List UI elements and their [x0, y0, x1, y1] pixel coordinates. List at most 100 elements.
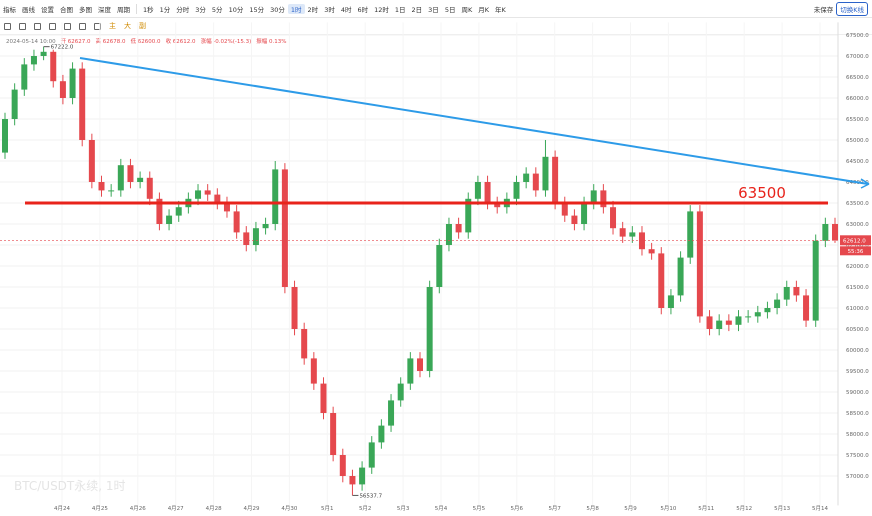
- candle-body: [658, 253, 665, 308]
- candle-body: [774, 299, 781, 308]
- tool-icon[interactable]: [19, 22, 26, 30]
- candle-body: [513, 182, 520, 199]
- interval-button[interactable]: 月K: [478, 5, 489, 14]
- x-tick-label: 4月25: [92, 505, 108, 512]
- tool-icon[interactable]: [79, 22, 86, 30]
- interval-button[interactable]: 1时: [287, 3, 305, 14]
- tool-icon[interactable]: [49, 22, 56, 30]
- toolbar-button[interactable]: 切换K线: [836, 1, 868, 16]
- menu-item[interactable]: 指标: [3, 5, 16, 14]
- tool-icon[interactable]: [4, 22, 11, 30]
- candle-body: [571, 215, 578, 224]
- interval-button[interactable]: 分时: [176, 5, 190, 14]
- interval-button[interactable]: 1秒: [143, 5, 154, 14]
- x-tick-label: 5月8: [586, 505, 599, 512]
- y-tick-label: 65000.0: [846, 138, 869, 144]
- candle-body: [359, 467, 366, 485]
- candle-body: [108, 190, 115, 192]
- y-tick-label: 66000.0: [846, 96, 869, 102]
- candle-body: [185, 198, 192, 208]
- candle-body: [754, 312, 761, 317]
- ohlc-info: 开 62627.0: [61, 38, 91, 45]
- interval-button[interactable]: 5日: [444, 5, 456, 14]
- candle-body: [40, 51, 47, 56]
- period-label[interactable]: 周期: [117, 5, 130, 14]
- menu-item[interactable]: 画线: [22, 5, 35, 14]
- candle-body: [455, 224, 462, 233]
- interval-button[interactable]: 周K: [461, 5, 473, 14]
- candle-body: [542, 156, 549, 191]
- candle-body: [793, 287, 800, 296]
- x-tick-label: 4月26: [130, 505, 146, 512]
- y-tick-label: 61000.0: [846, 306, 869, 312]
- interval-button[interactable]: 3时: [324, 5, 335, 14]
- menu-item[interactable]: 合图: [60, 5, 73, 14]
- interval-button[interactable]: 1日: [394, 5, 406, 14]
- candle-body: [822, 224, 829, 241]
- candle-body: [21, 64, 28, 90]
- candle-body: [764, 308, 771, 313]
- candle-body: [214, 194, 221, 203]
- candle-body: [561, 203, 568, 216]
- y-tick-label: 64000.0: [846, 180, 869, 186]
- menu-item[interactable]: 多图: [79, 5, 92, 14]
- x-tick-label: 5月11: [698, 505, 714, 512]
- interval-button[interactable]: 3日: [428, 5, 439, 14]
- y-tick-label: 60500.0: [846, 327, 869, 333]
- interval-button[interactable]: 30分: [270, 5, 285, 14]
- x-tick-label: 5月1: [321, 505, 334, 512]
- interval-button[interactable]: 3分: [195, 5, 206, 14]
- y-tick-label: 57000.0: [846, 474, 869, 480]
- y-tick-label: 57500.0: [846, 453, 869, 459]
- y-tick-label: 66500.0: [846, 75, 869, 81]
- tool-icon[interactable]: [94, 22, 101, 30]
- menu-item[interactable]: 设置: [41, 5, 54, 14]
- draw-tool[interactable]: 副: [139, 22, 146, 30]
- interval-button[interactable]: 15分: [249, 5, 265, 14]
- horizontal-line-label: 63500: [738, 184, 786, 202]
- y-tick-label: 59000.0: [846, 390, 869, 396]
- draw-tool[interactable]: 主: [109, 22, 116, 30]
- x-tick-label: 4月27: [168, 505, 184, 512]
- candle-body: [281, 169, 288, 287]
- candle-body: [88, 140, 95, 182]
- interval-button[interactable]: 2时: [307, 5, 319, 14]
- candle-body: [368, 442, 375, 468]
- interval-button[interactable]: 12时: [374, 5, 389, 14]
- candle-body: [484, 182, 491, 203]
- candle-body: [30, 56, 37, 65]
- candle-body: [677, 257, 684, 296]
- interval-button[interactable]: 2日: [411, 5, 423, 14]
- candle-body: [532, 173, 539, 191]
- menu-item[interactable]: 深度: [98, 5, 111, 14]
- draw-tool[interactable]: 大: [124, 22, 131, 30]
- tool-icon[interactable]: [64, 22, 71, 30]
- interval-button[interactable]: 6时: [357, 5, 369, 14]
- top-toolbar: 指标 画线 设置 合图 多图 深度 周期 1秒 1分 分时 3分 5分 10分 15分 30分 1时 2时 3时 4…: [0, 0, 872, 18]
- interval-button[interactable]: 1分: [159, 5, 171, 14]
- ohlc-info: 涨幅 -0.02%(-15.3): [201, 37, 252, 45]
- candle-body: [407, 358, 414, 384]
- x-tick-label: 4月30: [281, 505, 297, 512]
- candle-body: [619, 228, 626, 237]
- interval-button[interactable]: 5分: [211, 5, 223, 14]
- candle-body: [195, 190, 202, 199]
- candle-body: [581, 203, 588, 224]
- interval-button[interactable]: 10分: [228, 5, 244, 14]
- tool-icon[interactable]: [34, 22, 41, 30]
- y-tick-label: 59500.0: [846, 369, 869, 375]
- last-price-label: 62612.0: [843, 238, 866, 244]
- interval-button[interactable]: 4时: [340, 5, 352, 14]
- y-tick-label: 63500.0: [846, 201, 869, 207]
- low-marker-label: 56537.7: [359, 493, 382, 499]
- toolbar-button[interactable]: 未保存: [813, 5, 834, 14]
- candle-body: [233, 211, 240, 233]
- x-tick-label: 4月29: [244, 505, 260, 512]
- candle-body: [436, 245, 443, 287]
- candle-body: [310, 358, 317, 384]
- candle-body: [349, 476, 356, 485]
- interval-button[interactable]: 年K: [494, 5, 506, 14]
- candle-body: [262, 224, 269, 229]
